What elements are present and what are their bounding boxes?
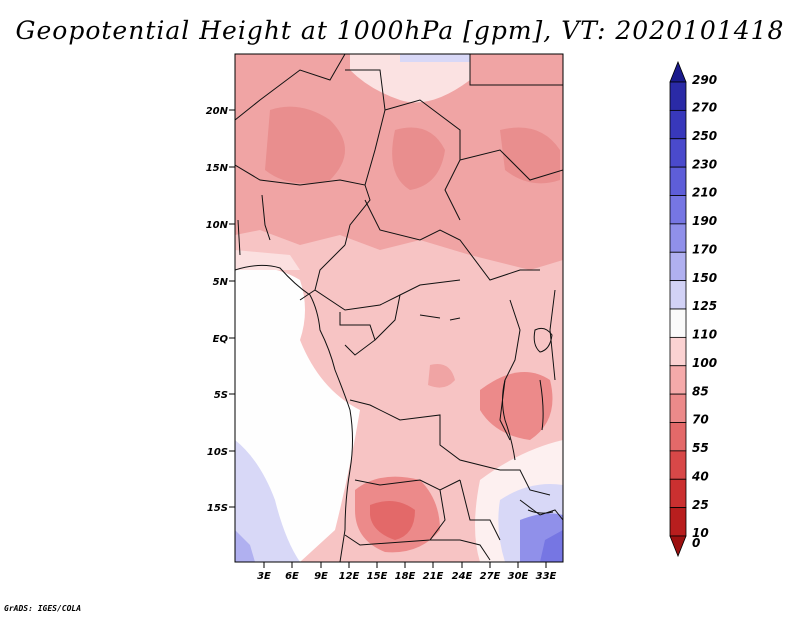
lon-labels: 3E 6E 9E 12E 15E 18E 21E 24E 27E 30E 33E <box>257 571 556 582</box>
colorbar-label: 0 <box>692 536 700 550</box>
lat-label: 15S <box>207 503 228 514</box>
colorbar-label: 25 <box>692 498 709 512</box>
colorbar-label: 190 <box>692 214 717 228</box>
colorbar-label: 85 <box>692 384 709 398</box>
colorbar-label: 55 <box>692 441 709 455</box>
colorbar-swatch <box>669 138 687 168</box>
colorbar: 2902702502302101901701501251101008570554… <box>669 60 717 558</box>
lon-label: 21E <box>423 571 444 582</box>
lon-label: 30E <box>508 571 529 582</box>
colorbar-label: 150 <box>692 271 717 285</box>
lon-label: 9E <box>314 571 328 582</box>
colorbar-swatch <box>669 478 687 509</box>
colorbar-swatch <box>669 450 687 480</box>
lat-label: 20N <box>206 106 229 117</box>
colorbar-swatch <box>669 195 687 225</box>
lon-label: 12E <box>339 571 360 582</box>
colorbar-label: 70 <box>692 413 709 427</box>
lat-label: 10N <box>206 220 229 231</box>
colorbar-label: 10 <box>692 526 709 540</box>
colorbar-swatch <box>669 336 687 367</box>
colorbar-swatch <box>669 251 687 282</box>
colorbar-label: 125 <box>692 299 717 313</box>
lon-label: 6E <box>285 571 299 582</box>
lon-label: 33E <box>536 571 557 582</box>
colorbar-label: 210 <box>692 186 717 200</box>
grads-credit: GrADS: IGES/COLA <box>4 604 82 613</box>
lon-ticks <box>263 562 547 568</box>
colorbar-swatch <box>669 393 687 423</box>
height-field <box>235 54 563 562</box>
lon-label: 18E <box>395 571 416 582</box>
lat-label: 5N <box>213 277 229 288</box>
colorbar-label: 290 <box>692 73 717 87</box>
lon-label: 15E <box>367 571 388 582</box>
colorbar-label: 110 <box>692 328 717 342</box>
lon-label: 3E <box>257 571 271 582</box>
colorbar-swatch <box>669 422 687 452</box>
colorbar-label: 100 <box>692 356 717 370</box>
lon-label: 27E <box>480 571 501 582</box>
map-title: Geopotential Height at 1000hPa [gpm], VT… <box>15 16 785 45</box>
colorbar-swatch <box>669 280 687 310</box>
lat-label: EQ <box>213 334 229 345</box>
map-frame <box>234 53 564 563</box>
country-borders <box>235 54 563 562</box>
lat-label: 10S <box>207 447 228 458</box>
lon-label: 24E <box>452 571 473 582</box>
colorbar-label: 40 <box>691 469 709 483</box>
colorbar-label: 250 <box>692 129 717 143</box>
colorbar-swatch <box>669 81 687 111</box>
lat-label: 5S <box>214 390 228 401</box>
lat-labels: 20N 15N 10N 5N EQ 5S 10S 15S <box>206 106 229 514</box>
colorbar-swatch <box>669 308 687 338</box>
colorbar-swatch <box>669 507 687 537</box>
lat-label: 15N <box>206 163 229 174</box>
colorbar-swatch <box>669 60 687 83</box>
colorbar-swatch <box>669 223 687 253</box>
colorbar-swatch <box>669 365 687 395</box>
colorbar-swatch <box>669 166 687 196</box>
colorbar-label: 170 <box>692 242 717 256</box>
colorbar-swatch <box>669 535 687 558</box>
colorbar-label: 270 <box>692 101 717 115</box>
colorbar-label: 230 <box>692 157 717 171</box>
lat-ticks <box>229 109 235 508</box>
colorbar-swatch <box>669 109 687 140</box>
